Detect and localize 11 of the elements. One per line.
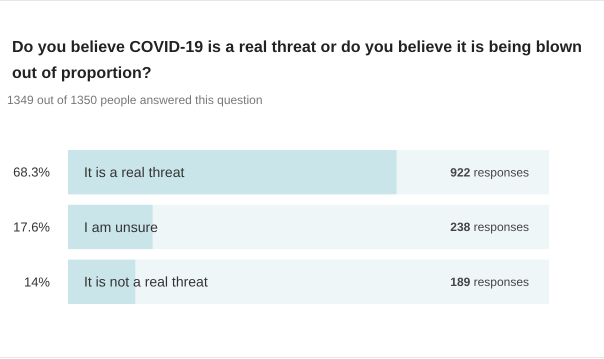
annotation: 238 responses bbox=[450, 220, 529, 234]
annotation: 189 responses bbox=[450, 275, 529, 290]
annotation: 922 responses bbox=[450, 165, 529, 180]
data-label: 14% bbox=[24, 274, 50, 290]
y-tick-label: It is a real threat bbox=[84, 164, 184, 180]
y-tick-label: It is not a real threat bbox=[84, 274, 208, 290]
y-tick-label: I am unsure bbox=[84, 218, 158, 235]
chart-subtitle: 1349 out of 1350 people answered this question bbox=[7, 93, 263, 107]
data-label: 17.6% bbox=[13, 220, 50, 235]
chart-title: Do you believe COVID-19 is a real threat or do you believe it is being blown out of proportion? bbox=[12, 39, 582, 82]
data-label: 68.3% bbox=[13, 164, 50, 180]
